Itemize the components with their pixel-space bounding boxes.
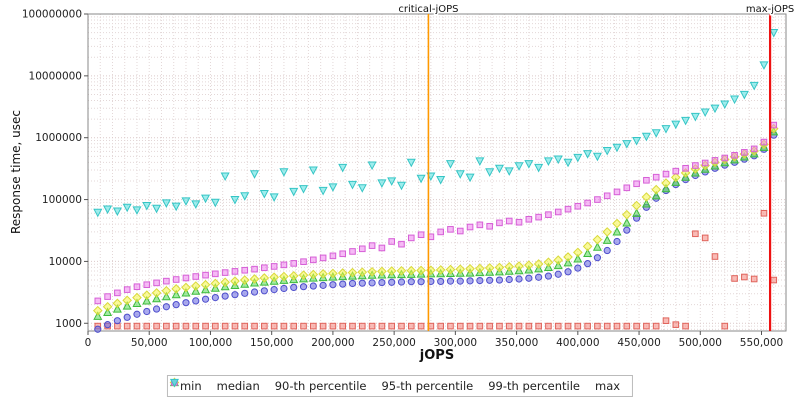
series-95-th-percentile	[92, 123, 779, 316]
y-tick-label: 100000000	[22, 9, 82, 21]
series-max	[93, 29, 779, 218]
legend-label: 99-th percentile	[488, 379, 580, 393]
legend-item-90-th-percentile: 90-th percentile	[169, 377, 367, 393]
y-tick-label: 1000000	[35, 132, 82, 144]
x-tick-label: 550,000	[740, 337, 783, 349]
plot-border	[87, 13, 787, 332]
x-tick-label: 150,000	[250, 337, 293, 349]
critical-jops-line: critical-jOPS	[397, 3, 460, 331]
x-tick-label: 450,000	[617, 337, 660, 349]
legend-label: 95-th percentile	[381, 379, 474, 393]
legend-item-95-th-percentile: 95-th percentile	[169, 377, 474, 393]
x-tick-label: 50,000	[131, 337, 168, 349]
legend-label: 90-th percentile	[274, 379, 367, 393]
x-tick-label: 200,000	[311, 337, 354, 349]
critical-jops-label: critical-jOPS	[398, 4, 458, 15]
y-tick-label: 10000	[49, 256, 82, 268]
legend-item-max: max	[169, 378, 621, 393]
chart-legend: min median 90-th percentile 95-th percentil…	[166, 375, 634, 397]
legend-marker-max-icon	[169, 378, 179, 388]
legend-label: median	[216, 379, 260, 393]
series-min	[94, 209, 778, 330]
legend-label: min	[179, 379, 202, 393]
x-tick-label: 350,000	[495, 337, 538, 349]
legend-item-median: median	[170, 378, 260, 393]
legend-item-99-th-percentile: 99-th percentile	[171, 379, 580, 393]
max-jops-label: max-jOPS	[746, 4, 794, 15]
axis-ticks: 0 50,000 100,000 150,000 200,000 250,000 300,0…	[22, 9, 783, 350]
x-tick-label: 400,000	[556, 337, 599, 349]
legend-item-min: min	[171, 379, 202, 393]
x-axis-title: jOPS	[419, 348, 455, 363]
series-median	[94, 131, 778, 333]
x-tick-label: 300,000	[434, 337, 477, 349]
y-tick-label: 100000	[42, 194, 82, 206]
x-tick-label: 100,000	[189, 337, 232, 349]
y-tick-label: 1000	[55, 318, 82, 330]
series-99-th-percentile	[94, 121, 778, 305]
y-tick-label: 10000000	[29, 70, 82, 82]
x-tick-label: 250,000	[372, 337, 415, 349]
x-tick-label: 0	[85, 337, 92, 349]
legend-label: max	[594, 379, 621, 393]
y-axis-title: Response time, usec	[9, 109, 23, 235]
x-tick-label: 500,000	[679, 337, 722, 349]
max-jops-line: max-jOPS	[744, 3, 796, 331]
